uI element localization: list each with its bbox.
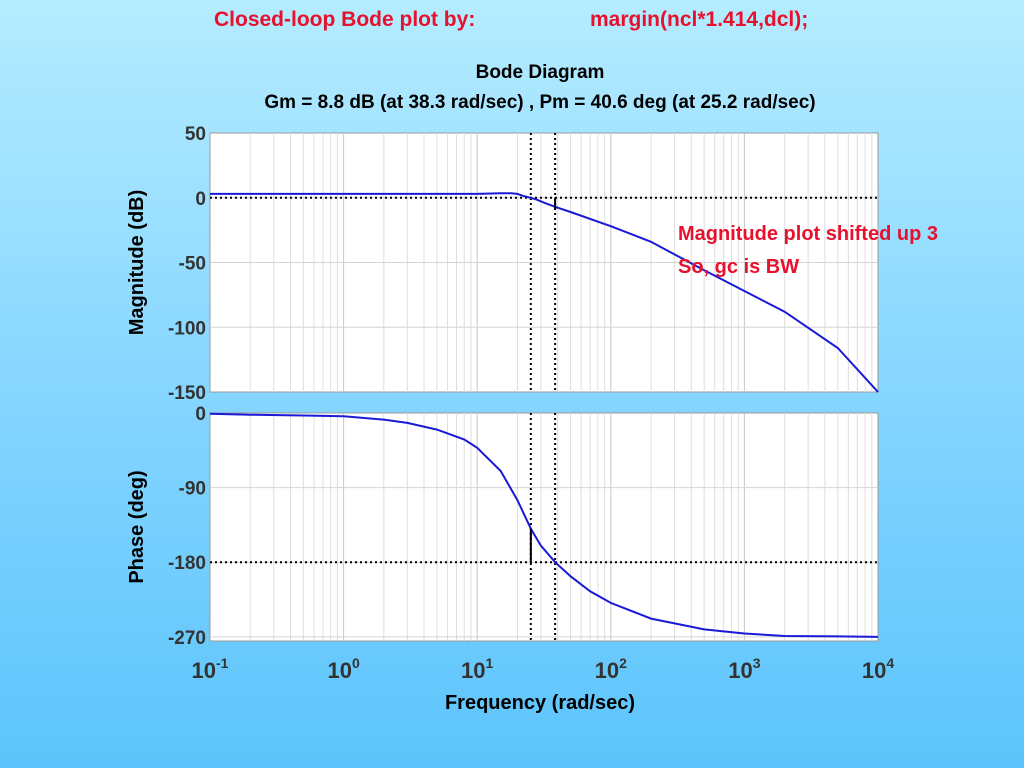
xlabel: Frequency (rad/sec) [445, 692, 635, 714]
annotation-line-1: Magnitude plot shifted up 3 [678, 223, 938, 245]
magnitude-ytick-label: 0 [195, 189, 206, 210]
phase-plot-area [209, 412, 879, 642]
magnitude-ylabel: Magnitude (dB) [126, 190, 148, 336]
xtick-label: 104 [862, 655, 894, 683]
phase-ytick-label: 0 [195, 404, 206, 425]
xtick-label: 102 [595, 655, 627, 683]
xtick-label: 100 [327, 655, 359, 683]
magnitude-ytick-label: -100 [168, 318, 206, 339]
xtick-label: 10-1 [192, 655, 229, 683]
slide-title-command: margin(ncl*1.414,dcl); [590, 8, 809, 31]
annotation-line-2: So, gc is BW [678, 256, 800, 278]
chart-title: Bode Diagram [475, 62, 605, 83]
phase-ytick-label: -270 [168, 628, 206, 649]
phase-ytick-label: -90 [179, 479, 206, 500]
xtick-label: 101 [461, 655, 493, 683]
magnitude-series-line [210, 192, 879, 393]
magnitude-ytick-label: -150 [168, 383, 206, 404]
chart-subtitle: Gm = 8.8 dB (at 38.3 rad/sec) , Pm = 40.… [264, 92, 816, 113]
slide-title-label: Closed-loop Bode plot by: [214, 8, 476, 31]
phase-ytick-label: -180 [168, 553, 206, 574]
magnitude-ytick-label: -50 [179, 254, 206, 275]
magnitude-ytick-label: 50 [185, 124, 206, 145]
xtick-label: 103 [728, 655, 760, 683]
phase-ylabel: Phase (deg) [126, 470, 148, 583]
